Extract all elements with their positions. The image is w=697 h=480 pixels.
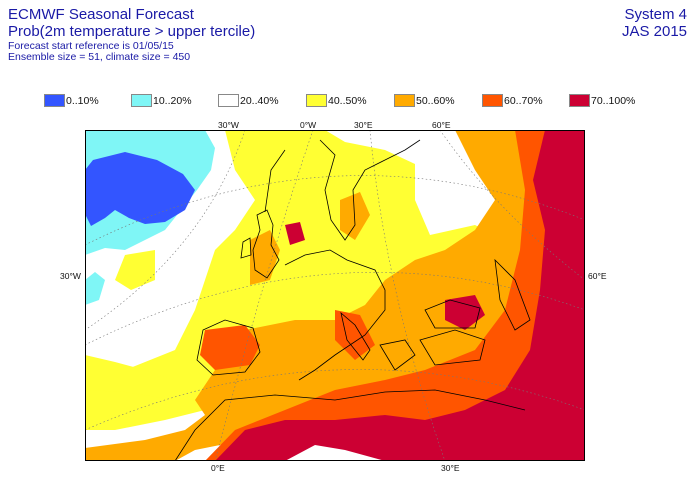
coast-north-africa	[174, 389, 526, 461]
field-70-100-black-sea	[445, 295, 485, 330]
probability-map	[85, 130, 585, 461]
legend-item-1: 10..20%	[131, 94, 192, 107]
title: ECMWF Seasonal Forecast	[8, 6, 194, 23]
lon-label-top-0: 0°W	[300, 120, 317, 130]
legend-swatch	[394, 94, 415, 107]
field-70-100	[215, 130, 585, 461]
lon-label-top-60e: 60°E	[432, 120, 451, 130]
lon-label-right-60e: 60°E	[588, 271, 607, 281]
coast-iberia	[196, 319, 261, 376]
field-60-70-italy	[335, 310, 375, 360]
system-name: System 4	[624, 6, 687, 23]
legend-swatch	[306, 94, 327, 107]
lon-label-left-30w: 30°W	[60, 271, 81, 281]
coast-scandinavia	[319, 139, 421, 241]
legend-label: 10..20%	[153, 94, 192, 107]
legend-item-0: 0..10%	[44, 94, 99, 107]
coast-turkey	[419, 329, 486, 366]
coast-continent	[284, 249, 386, 381]
field-10-20-west-patch	[85, 272, 105, 305]
system-info: System 4 JAS 2015	[621, 6, 687, 41]
probability-field	[85, 130, 585, 461]
legend-item-2: 20..40%	[218, 94, 279, 107]
legend-swatch	[44, 94, 65, 107]
legend-item-6: 70..100%	[569, 94, 635, 107]
map-frame	[85, 130, 585, 461]
legend-label: 60..70%	[504, 94, 543, 107]
legend-item-5: 60..70%	[482, 94, 543, 107]
legend-swatch	[482, 94, 503, 107]
field-40-50-atlantic	[115, 250, 155, 290]
legend-swatch	[131, 94, 152, 107]
field-40-50-west-sea	[85, 355, 175, 400]
legend-swatch	[218, 94, 239, 107]
parallel-30n	[85, 369, 585, 431]
coast-greece	[379, 339, 416, 371]
field-50-60-scandinavia	[340, 192, 370, 240]
meridian-30w	[85, 130, 246, 331]
coast-caspian-sea	[494, 258, 531, 331]
coast-italy	[340, 311, 371, 361]
graticule	[85, 130, 585, 461]
legend-label: 50..60%	[416, 94, 455, 107]
parallel-60n	[85, 175, 585, 246]
legend-label: 70..100%	[591, 94, 636, 107]
lon-label-top-30e: 30°E	[354, 120, 373, 130]
legend-label: 0..10%	[66, 94, 99, 107]
season-label: JAS 2015	[621, 22, 687, 40]
field-60-70	[205, 130, 565, 461]
lon-label-bottom-30e: 30°E	[441, 463, 460, 473]
legend-label: 20..40%	[240, 94, 279, 107]
meridian-60e	[439, 130, 585, 281]
coast-great-britain	[252, 209, 280, 279]
coast-norwegian-sea	[264, 149, 286, 213]
field-70-100-north-sea	[285, 222, 305, 245]
legend-item-3: 40..50%	[306, 94, 367, 107]
field-60-70-iberia	[200, 325, 260, 370]
header: ECMWF Seasonal Forecast Prob(2m temperat…	[8, 6, 256, 64]
field-0-10	[85, 152, 195, 226]
coastlines	[174, 139, 531, 461]
legend-item-4: 50..60%	[394, 94, 455, 107]
forecast-start-text: Forecast start reference is 01/05/15	[8, 39, 174, 52]
legend-label: 40..50%	[328, 94, 367, 107]
lon-label-bottom-0e: 0°E	[211, 463, 225, 473]
coast-black-sea	[424, 299, 481, 329]
subtitle: Prob(2m temperature > upper tercile)	[8, 22, 256, 40]
meridian-30e	[369, 130, 446, 461]
lon-label-top-30w: 30°W	[218, 120, 239, 130]
ensemble-size-text: Ensemble size = 51, climate size = 450	[8, 51, 191, 64]
legend-swatch	[569, 94, 590, 107]
coast-ireland	[240, 237, 252, 259]
meridian-0	[214, 130, 314, 461]
